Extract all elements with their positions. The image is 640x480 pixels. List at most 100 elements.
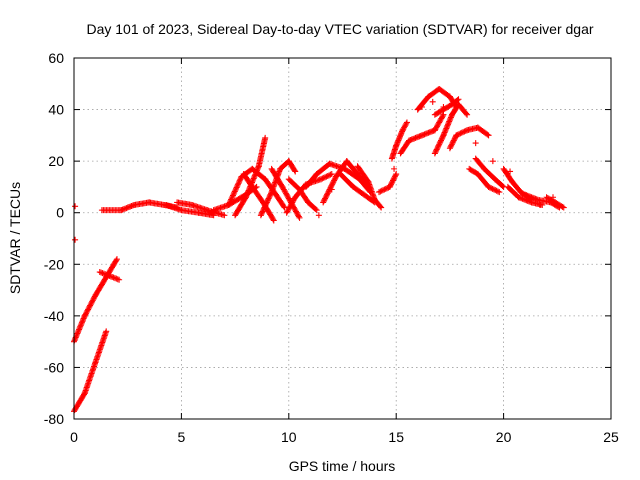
y-tick-label: -60 bbox=[44, 359, 64, 375]
data-point bbox=[433, 124, 440, 131]
data-point bbox=[229, 193, 236, 200]
data-point bbox=[441, 129, 448, 136]
data-points bbox=[71, 85, 567, 415]
data-point bbox=[378, 204, 385, 211]
y-tick-labels: -80 -60 -40 -20 0 20 40 60 bbox=[44, 50, 64, 427]
data-point bbox=[259, 208, 266, 215]
data-point bbox=[232, 187, 239, 194]
data-point bbox=[294, 211, 301, 218]
data-point bbox=[323, 173, 330, 180]
data-point bbox=[447, 115, 454, 122]
data-point bbox=[288, 200, 295, 207]
data-point bbox=[228, 196, 235, 203]
data-point bbox=[87, 301, 94, 308]
data-point bbox=[287, 203, 294, 210]
data-point bbox=[485, 183, 492, 190]
y-axis-label: SDTVAR / TECUs bbox=[7, 182, 23, 294]
data-point bbox=[100, 270, 107, 277]
data-point bbox=[328, 171, 335, 178]
data-point bbox=[381, 186, 388, 193]
data-point bbox=[113, 256, 120, 263]
data-point bbox=[292, 168, 299, 175]
data-point bbox=[231, 188, 238, 195]
data-point bbox=[76, 326, 83, 333]
data-point bbox=[99, 270, 106, 277]
x-tick-label: 25 bbox=[603, 429, 619, 445]
data-point bbox=[388, 181, 395, 188]
data-point bbox=[445, 121, 452, 128]
data-point bbox=[440, 132, 447, 139]
data-point bbox=[331, 176, 338, 183]
data-point bbox=[258, 211, 265, 218]
data-point bbox=[81, 391, 88, 398]
data-point bbox=[226, 199, 233, 206]
data-point bbox=[380, 187, 387, 194]
data-point bbox=[458, 129, 465, 136]
data-point bbox=[384, 185, 391, 192]
data-point bbox=[81, 314, 88, 321]
data-point bbox=[392, 172, 399, 179]
data-point bbox=[446, 145, 453, 152]
data-point bbox=[103, 328, 110, 335]
data-point bbox=[225, 201, 232, 208]
data-point bbox=[285, 194, 292, 201]
data-point bbox=[285, 205, 292, 212]
data-point bbox=[266, 194, 273, 201]
data-point bbox=[393, 171, 400, 178]
data-point bbox=[105, 272, 112, 279]
data-point bbox=[447, 143, 454, 150]
data-point bbox=[259, 209, 266, 216]
data-point bbox=[320, 174, 327, 181]
data-point bbox=[96, 269, 103, 276]
data-point bbox=[289, 199, 296, 206]
data-point bbox=[438, 136, 445, 143]
data-point bbox=[496, 189, 503, 196]
data-point bbox=[85, 306, 92, 313]
data-point bbox=[260, 207, 267, 214]
data-point bbox=[433, 146, 440, 153]
data-point bbox=[72, 335, 79, 342]
data-point bbox=[84, 307, 91, 314]
x-tick-label: 20 bbox=[496, 429, 512, 445]
data-point bbox=[446, 117, 453, 124]
data-point bbox=[324, 191, 331, 198]
data-point bbox=[262, 201, 269, 208]
data-point bbox=[432, 149, 439, 156]
x-tick-label: 10 bbox=[281, 429, 297, 445]
data-point bbox=[284, 208, 291, 215]
data-point bbox=[327, 183, 334, 190]
data-point bbox=[441, 130, 448, 137]
data-point bbox=[292, 208, 299, 215]
data-point bbox=[439, 133, 446, 140]
data-point bbox=[290, 196, 297, 203]
data-point bbox=[113, 257, 120, 264]
data-point bbox=[438, 115, 445, 122]
data-point bbox=[445, 119, 452, 126]
data-point bbox=[262, 134, 269, 141]
data-point bbox=[78, 321, 85, 327]
data-point bbox=[77, 323, 84, 330]
data-point bbox=[472, 140, 479, 147]
data-point bbox=[390, 176, 397, 183]
data-point bbox=[285, 195, 292, 202]
data-point bbox=[266, 192, 273, 199]
data-point bbox=[91, 294, 98, 301]
data-point bbox=[236, 179, 243, 186]
data-point bbox=[323, 192, 330, 199]
data-point bbox=[486, 184, 493, 191]
data-point bbox=[454, 131, 461, 138]
data-point bbox=[287, 201, 294, 208]
data-point bbox=[81, 312, 88, 319]
data-point bbox=[281, 204, 288, 211]
data-point bbox=[435, 142, 442, 149]
data-point bbox=[436, 118, 443, 125]
data-point bbox=[439, 134, 446, 141]
data-point bbox=[295, 213, 302, 220]
data-point bbox=[435, 120, 442, 127]
data-point bbox=[329, 180, 336, 187]
data-point bbox=[264, 198, 271, 205]
data-point bbox=[434, 143, 441, 150]
data-point bbox=[282, 189, 289, 196]
data-point bbox=[320, 198, 327, 205]
